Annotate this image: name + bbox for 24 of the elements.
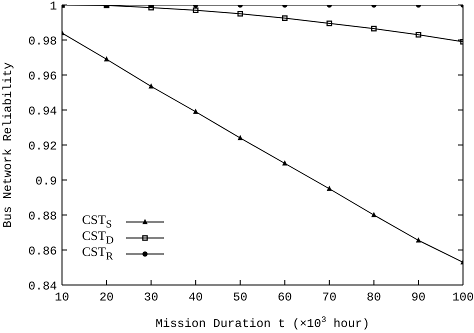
x-axis-title: Mission Duration t (×10$^{3}$ hour) xyxy=(156,315,370,331)
x-tick-label: 20 xyxy=(99,290,114,305)
x-tick-label: 70 xyxy=(322,290,337,305)
x-tick-label: 30 xyxy=(144,290,158,305)
y-tick-label: 0.94 xyxy=(28,104,57,118)
y-tick-label: 0.98 xyxy=(28,34,57,48)
y-tick-label: 0.96 xyxy=(28,69,57,84)
y-tick-label: 0.86 xyxy=(28,244,57,258)
y-axis-title: Bus Network Reliability xyxy=(1,62,16,228)
x-tick-label: 100 xyxy=(452,290,474,305)
y-tick-label: 0.92 xyxy=(28,139,57,154)
x-tick-label: 50 xyxy=(233,290,248,305)
y-tick-label: 1 xyxy=(50,0,57,14)
x-tick-label: 40 xyxy=(188,290,203,305)
y-tick-label: 0.84 xyxy=(28,279,57,294)
x-tick-label: 60 xyxy=(278,290,292,305)
legend-label: CST$_{R}$ xyxy=(82,244,114,263)
y-tick-label: 0.9 xyxy=(35,174,57,188)
legend-label: CST$_{D}$ xyxy=(82,228,114,247)
x-tick-label: 90 xyxy=(411,290,426,305)
y-tick-label: 0.88 xyxy=(28,209,57,224)
x-tick-label: 80 xyxy=(366,290,382,305)
legend-label: CST$_{S}$ xyxy=(82,212,112,231)
x-tick-label: 10 xyxy=(54,290,70,305)
